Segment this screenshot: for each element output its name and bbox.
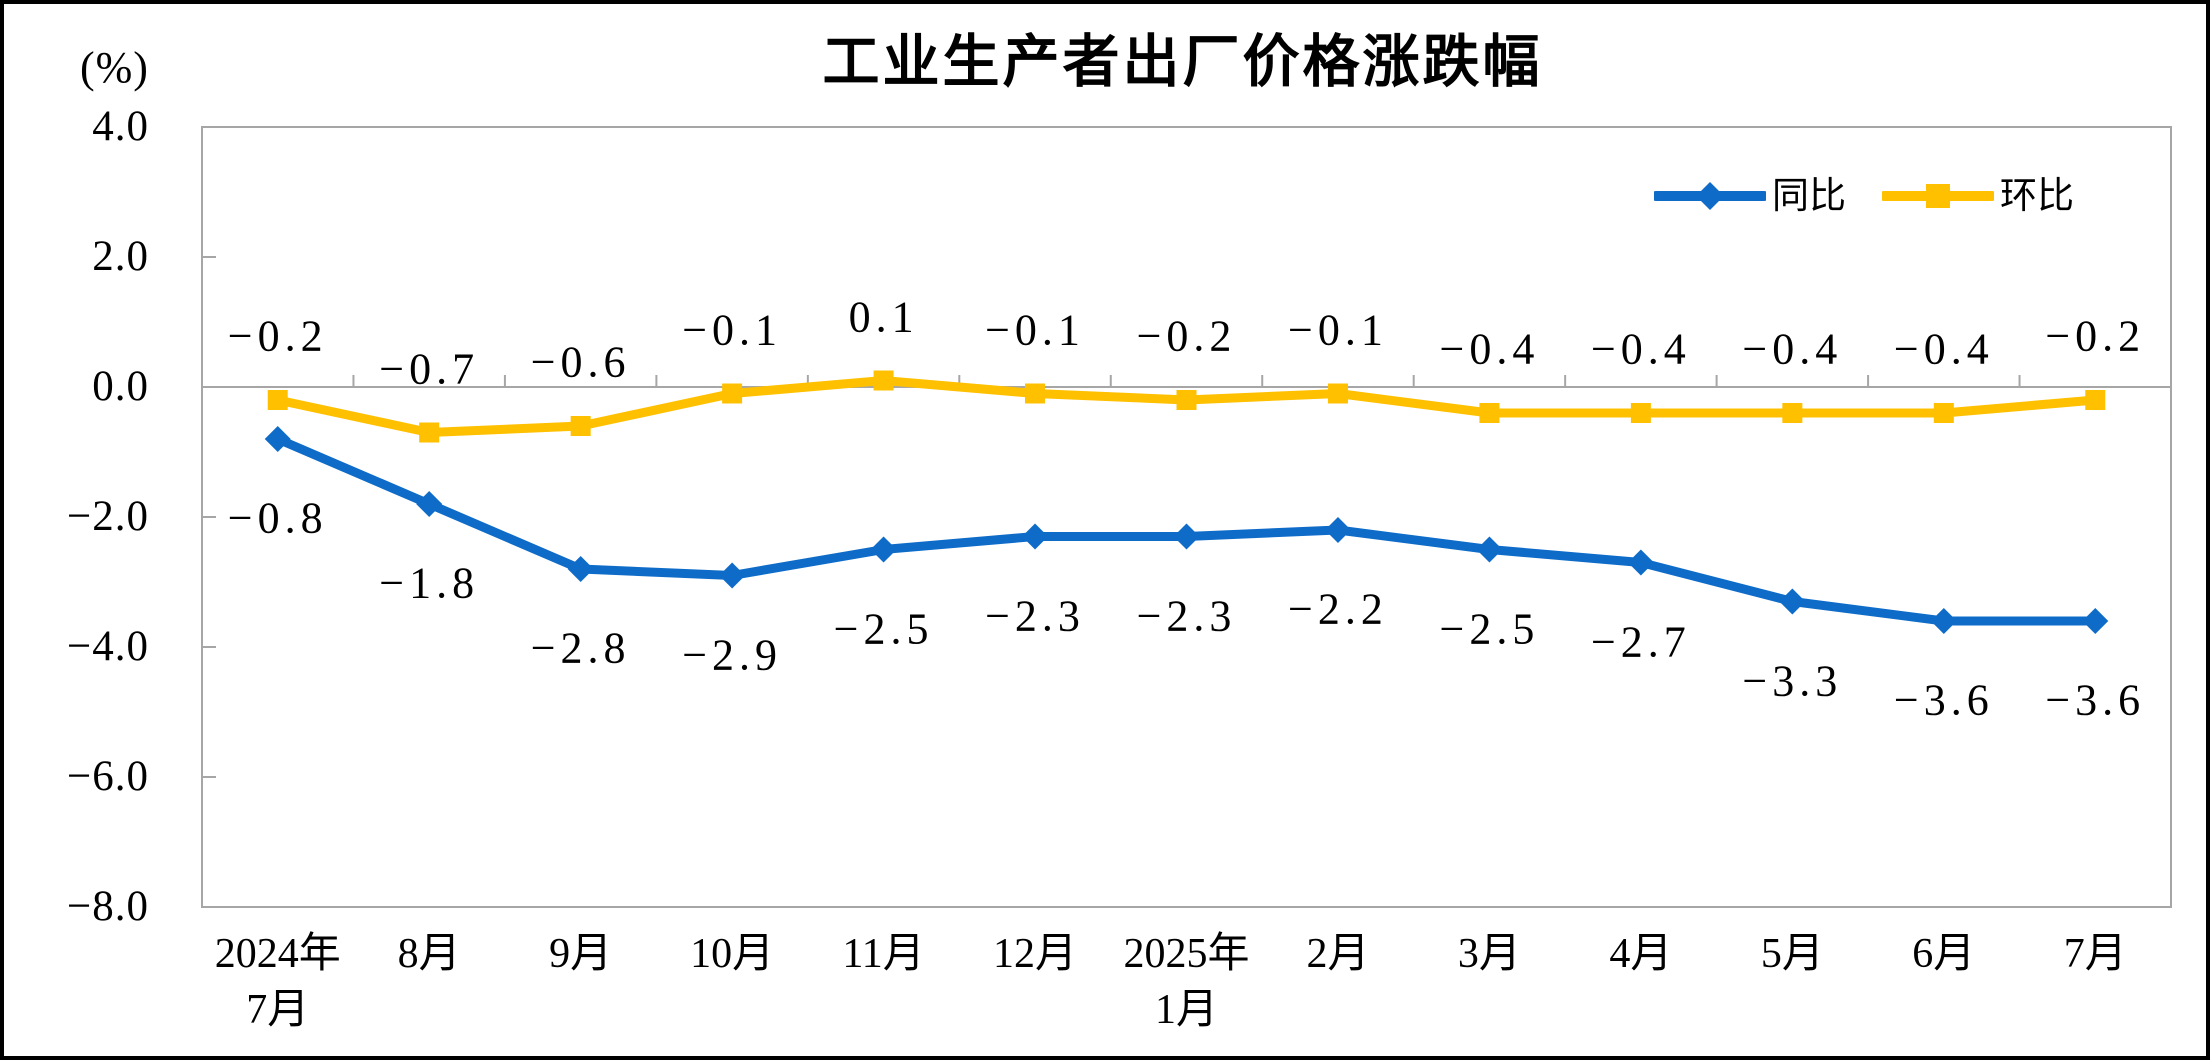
data-label-环比: −0.4 [1893,324,1994,374]
x-axis-label: 6月 [1912,931,1976,977]
plot-area [201,126,2172,908]
legend: 同比 环比 [1654,174,2074,218]
x-axis-label: 11月 [842,931,925,977]
data-label-同比: −0.8 [227,493,328,543]
data-label-环比: −0.4 [1439,324,1540,374]
legend-item-同比: 同比 [1654,174,1846,218]
data-label-环比: −0.2 [227,311,328,361]
legend-line-sample [1654,182,1766,210]
marker-square [419,422,440,443]
marker-square [722,383,743,404]
plot-border [201,126,2172,908]
data-label-环比: −0.7 [379,344,480,393]
marker-diamond [264,426,291,452]
marker-square [1327,383,1348,404]
y-axis-tick-label: −6.0 [66,753,149,800]
x-axis-label: 2月 [1306,931,1370,977]
y-axis-tick-label: 2.0 [92,233,149,280]
data-label-环比: −0.1 [682,305,783,354]
data-label-环比: −0.4 [1742,324,1843,374]
data-label-环比: −0.2 [1136,311,1237,361]
data-label-环比: −0.1 [985,305,1085,354]
marker-square [570,416,591,436]
x-axis-label: 12月 [993,931,1078,977]
marker-diamond [1627,549,1654,576]
data-label-同比: −2.3 [985,591,1085,640]
marker-square [1479,403,1500,423]
marker-diamond [1173,523,1200,550]
marker-diamond [1476,536,1503,563]
y-axis-tick-label: −8.0 [66,883,149,930]
marker-diamond [567,556,594,582]
x-axis-label: 8月 [397,931,461,977]
y-axis-tick-label: −2.0 [66,493,149,540]
x-axis-label: 9月 [549,931,613,977]
chart-title: 工业生产者出厂价格涨跌幅 [822,30,1543,94]
legend-line-sample [1882,184,1994,208]
marker-diamond [1324,517,1351,543]
marker-diamond [1779,588,1806,615]
data-label-环比: 0.1 [848,292,919,341]
x-axis-label: 4月 [1609,931,1673,977]
data-label-同比: −2.3 [1136,591,1237,640]
marker-square [2085,390,2106,410]
y-axis-tick-label: −4.0 [66,623,149,670]
marker-square [873,370,894,391]
x-axis-label: 10月 [690,931,775,977]
data-label-同比: −2.9 [682,630,783,679]
data-label-环比: −0.1 [1288,305,1388,354]
legend-item-环比: 环比 [1882,174,2074,218]
legend-label: 环比 [2000,175,2074,216]
data-label-同比: −3.6 [1893,675,1994,725]
marker-square [1025,383,1046,404]
y-axis-tick-label: 0.0 [92,363,149,410]
marker-diamond [416,491,443,517]
data-label-同比: −2.5 [833,604,934,653]
marker-square [1782,403,1803,423]
x-axis-label: 3月 [1457,931,1521,977]
x-axis-label: 2024年 7月 [214,931,341,1033]
marker-diamond [2082,608,2109,634]
x-axis-label: 7月 [2063,931,2127,977]
data-label-同比: −3.3 [1742,656,1843,705]
marker-diamond [1930,608,1957,634]
marker-square [1933,403,1954,423]
data-label-同比: −2.8 [530,623,631,673]
data-label-同比: −1.8 [379,558,480,608]
legend-marker-diamond [1696,182,1724,210]
marker-diamond [719,562,746,589]
data-label-环比: −0.6 [530,337,631,387]
data-label-同比: −2.5 [1439,604,1540,653]
y-axis-unit-label: (%) [80,43,149,92]
data-label-同比: −2.7 [1590,617,1691,666]
data-label-同比: −2.2 [1288,584,1388,634]
marker-square [1630,403,1651,423]
marker-diamond [1022,523,1049,550]
x-axis-label: 2025年 1月 [1123,931,1250,1033]
y-axis-tick-label: 4.0 [92,103,149,150]
x-axis-label: 5月 [1760,931,1824,977]
marker-square [1176,390,1197,410]
data-label-环比: −0.2 [2045,311,2146,361]
marker-diamond [870,536,897,563]
legend-marker-square [1926,184,1950,208]
legend-label: 同比 [1772,175,1846,216]
data-label-同比: −3.6 [2045,675,2146,725]
data-label-环比: −0.4 [1590,324,1691,374]
marker-square [267,390,288,410]
